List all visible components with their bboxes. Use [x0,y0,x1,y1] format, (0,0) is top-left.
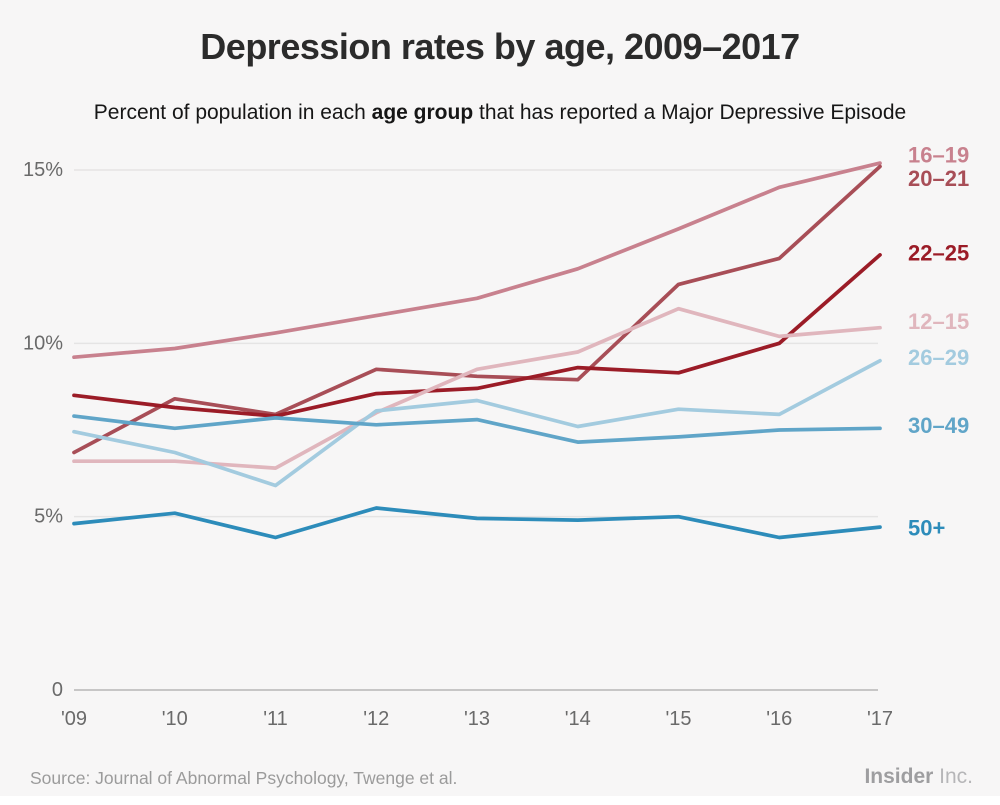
series-line-20-21 [72,164,882,455]
series-line-50plus [72,506,882,540]
series-label-20-21: 20–21 [908,166,969,191]
series-line-30-49 [72,414,882,444]
series-label-12-15: 12–15 [908,309,969,334]
series-label-16-19: 16–19 [908,143,969,168]
bottom-white-strip [0,796,1000,805]
series-label-26-29: 26–29 [908,345,969,370]
insider-logo-bold: Insider [864,765,934,788]
x-axis-tick-label-2009: '09 [61,708,87,730]
series-line-26-29 [72,358,882,488]
x-axis-tick-label-2010: '10 [162,708,188,730]
y-axis-tick-label-5: 5% [34,506,63,528]
x-axis-tick-label-2017: '17 [867,708,893,730]
chart-title: Depression rates by age, 2009–2017 [200,26,800,67]
x-axis-tick-label-2015: '15 [665,708,691,730]
series-label-22-25: 22–25 [908,240,969,265]
subtitle-bold-age-group: age group [371,101,474,124]
series-line-16-19 [72,161,882,360]
x-axis-tick-label-2016: '16 [766,708,792,730]
insider-logo-light: Inc. [933,765,973,788]
series-line-22-25 [72,253,882,418]
subtitle-prefix: Percent of population in each [93,101,372,124]
y-axis-tick-label-10: 10% [23,332,63,354]
series-label-50plus: 50+ [908,516,945,541]
x-axis-tick-label-2011: '11 [263,708,288,730]
subtitle-suffix: that has reported a Major Depressive Epi… [473,101,907,124]
series-label-30-49: 30–49 [908,413,969,438]
x-axis-tick-label-2012: '12 [363,708,389,730]
x-axis-tick-label-2014: '14 [565,708,591,730]
x-axis-tick-label-2013: '13 [464,708,490,730]
y-axis-tick-label-15: 15% [23,159,63,181]
insider-logo: Insider Inc. [864,765,973,789]
y-axis-tick-label-0: 0 [52,679,63,701]
source-credit: Source: Journal of Abnormal Psychology, … [30,768,458,788]
chart-subtitle: Percent of population in each age group … [0,100,1000,126]
